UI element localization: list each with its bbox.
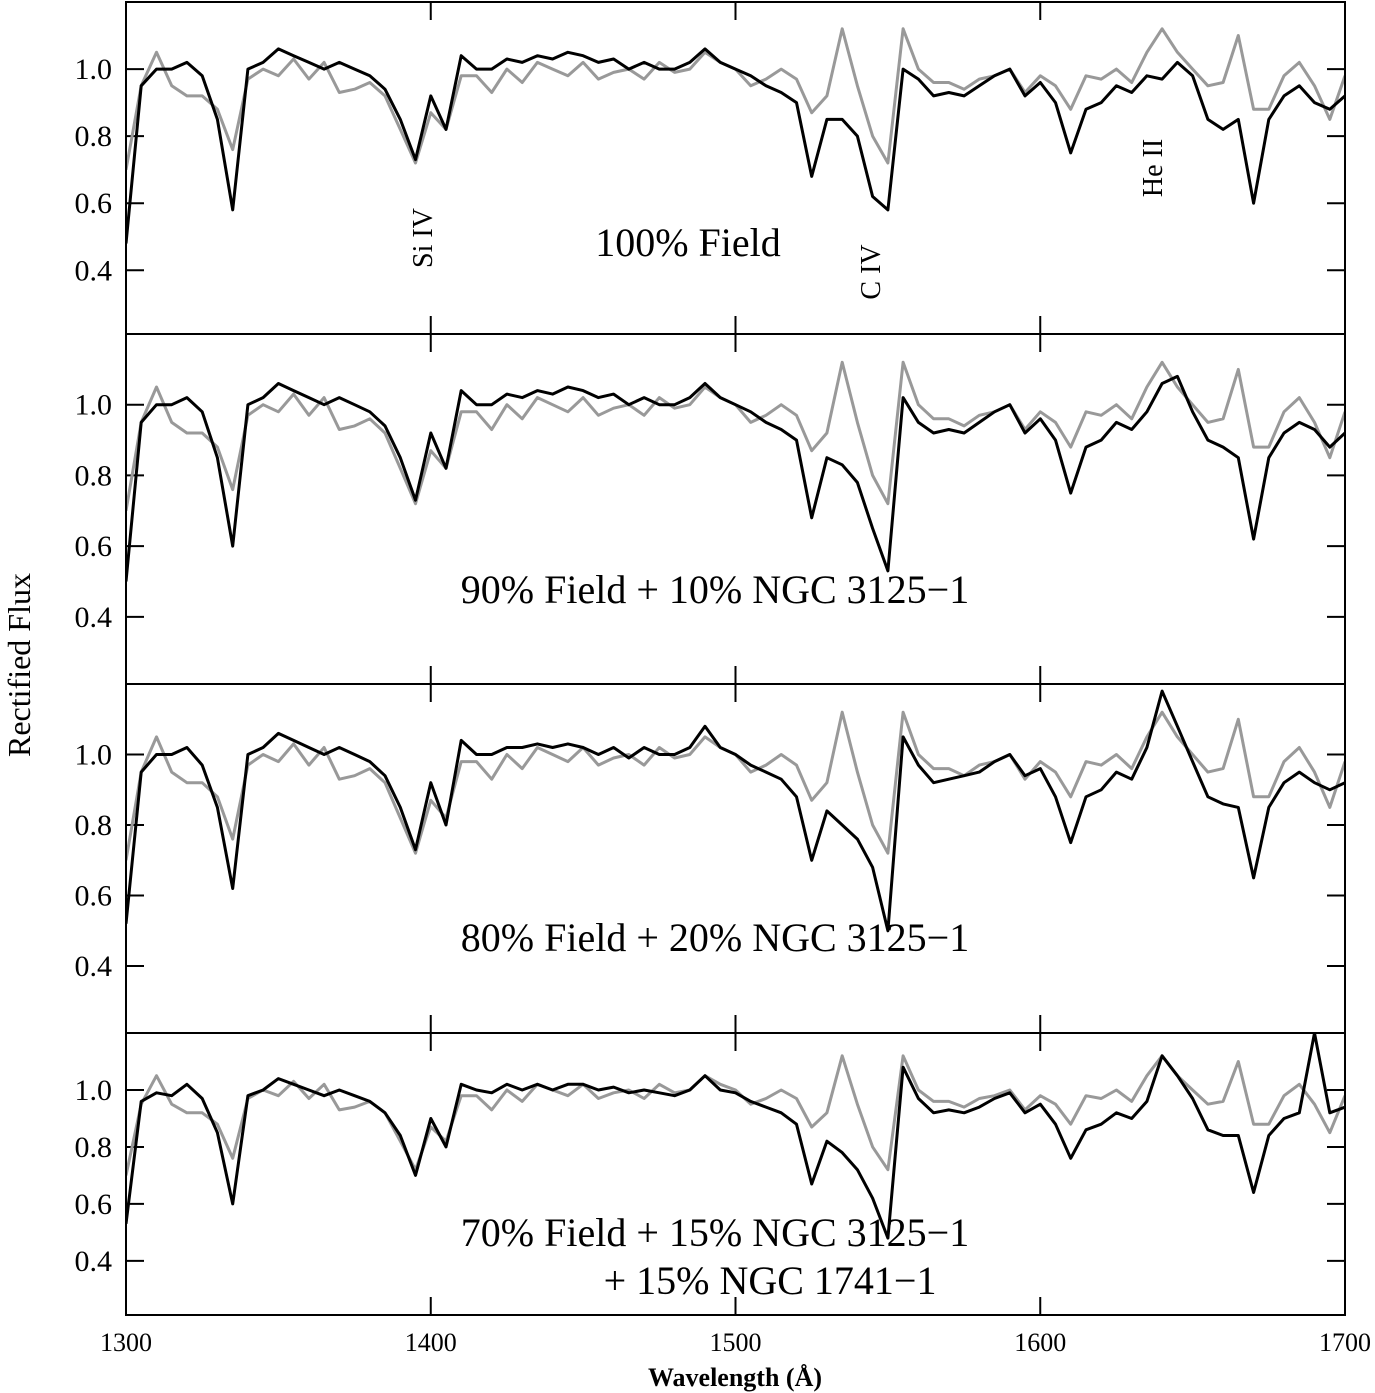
annotation: 100% Field — [595, 220, 781, 265]
annotation: 90% Field + 10% NGC 3125−1 — [461, 567, 969, 612]
annotation: 70% Field + 15% NGC 3125−1 — [461, 1210, 969, 1255]
spectrum-line — [126, 374, 1345, 582]
x-tick-label: 1700 — [1319, 1328, 1371, 1357]
x-tick-label: 1300 — [100, 1328, 152, 1357]
spectrum-line — [126, 710, 1345, 861]
spectrum-line — [126, 47, 1345, 244]
x-tick-label: 1500 — [710, 1328, 762, 1357]
y-tick-label: 0.6 — [75, 880, 113, 913]
y-tick-label: 0.6 — [75, 187, 113, 220]
y-tick-label: 1.0 — [75, 1074, 113, 1107]
y-tick-label: 0.4 — [75, 601, 113, 634]
y-tick-label: 1.0 — [75, 53, 113, 86]
x-axis-label: Wavelength (Å) — [648, 1363, 822, 1392]
y-tick-label: 0.8 — [75, 809, 113, 842]
spectrum-line — [126, 1033, 1345, 1240]
y-tick-label: 0.6 — [75, 1188, 113, 1221]
y-tick-label: 0.4 — [75, 950, 113, 983]
panel-frame — [125, 683, 1346, 1034]
panel-frame — [125, 1032, 1346, 1316]
y-tick-label: 1.0 — [75, 739, 113, 772]
y-tick-label: 0.4 — [75, 1245, 113, 1278]
annotation: + 15% NGC 1741−1 — [604, 1258, 937, 1303]
y-axis-label: Rectified Flux — [1, 573, 37, 757]
annotation: C IV — [856, 244, 887, 299]
x-tick-label: 1600 — [1014, 1328, 1066, 1357]
x-tick-label: 1400 — [405, 1328, 457, 1357]
y-tick-label: 0.6 — [75, 530, 113, 563]
y-tick-label: 0.8 — [75, 120, 113, 153]
spectrum-line — [126, 1054, 1345, 1176]
spectrum-line — [126, 689, 1345, 933]
y-tick-label: 1.0 — [75, 389, 113, 422]
annotation: He II — [1138, 139, 1169, 197]
y-tick-label: 0.8 — [75, 1131, 113, 1164]
annotation: 80% Field + 20% NGC 3125−1 — [461, 915, 969, 960]
y-tick-label: 0.4 — [75, 254, 113, 287]
y-tick-label: 0.8 — [75, 459, 113, 492]
annotation: Si IV — [408, 208, 439, 268]
